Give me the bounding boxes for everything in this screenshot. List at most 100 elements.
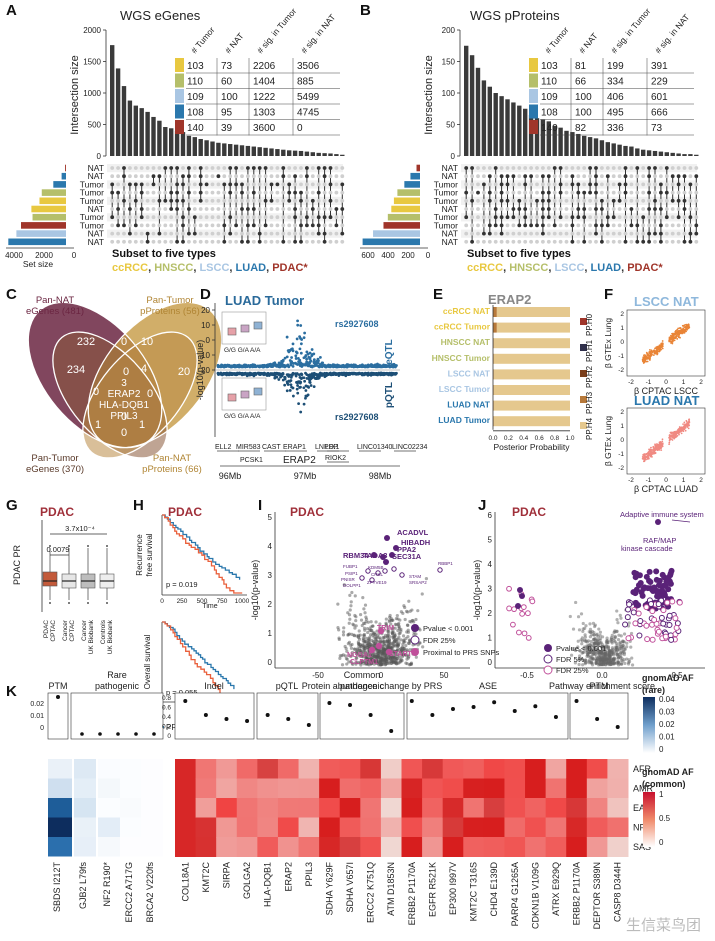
panel-i-point bbox=[381, 658, 385, 662]
panel-a-matrix-dot bbox=[316, 207, 321, 211]
panel-b-matrix-dot bbox=[511, 198, 516, 203]
panel-f-x-tick-label: 0 bbox=[664, 477, 668, 484]
panel-d-pqtl-point bbox=[301, 376, 304, 380]
panel-b-matrix-dot bbox=[629, 239, 634, 244]
panel-a-matrix-dot bbox=[234, 223, 239, 228]
panel-k-legend-common-tick: 0.5 bbox=[659, 814, 671, 823]
panel-b-matrix-dot bbox=[641, 182, 646, 187]
panel-f-point bbox=[677, 429, 680, 432]
panel-j-point bbox=[626, 660, 631, 665]
panel-b-matrix-dot bbox=[605, 182, 610, 187]
panel-i-point bbox=[381, 635, 385, 639]
panel-b-matrix-dot bbox=[529, 215, 533, 220]
panel-h-ylabel-1b: free survival bbox=[145, 533, 154, 576]
panel-a-matrix-dot bbox=[240, 231, 244, 236]
panel-a-matrix-dot bbox=[334, 215, 339, 220]
panel-f-point bbox=[644, 354, 647, 357]
panel-i-point bbox=[378, 657, 382, 661]
panel-f-point bbox=[668, 336, 671, 339]
panel-j-point bbox=[615, 609, 619, 613]
panel-d-pqtl-point bbox=[324, 374, 328, 378]
panel-d-eqtl-point bbox=[345, 365, 348, 369]
panel-b-matrix-dot bbox=[623, 198, 628, 203]
panel-a-matrix-dot bbox=[116, 239, 120, 244]
panel-i-point bbox=[362, 626, 367, 630]
panel-b-matrix-dot bbox=[588, 239, 592, 244]
panel-a-matrix-dot bbox=[228, 190, 233, 195]
panel-f-point bbox=[646, 458, 649, 460]
panel-b-bar bbox=[664, 152, 669, 156]
panel-k-ancestry-3: NFE bbox=[633, 823, 651, 833]
panel-f-point bbox=[656, 351, 658, 354]
panel-b-matrix-dot bbox=[499, 239, 504, 244]
panel-d-eqtl-point bbox=[304, 354, 308, 357]
panel-d-eqtl-point bbox=[357, 364, 361, 368]
panel-b-matrix-dot bbox=[588, 215, 592, 220]
panel-d-pqtl-point bbox=[291, 386, 295, 390]
panel-b-table-cell: 108 bbox=[541, 108, 558, 119]
panel-a-matrix-dot bbox=[187, 239, 191, 244]
panel-b-matrix-dot bbox=[476, 198, 480, 203]
panel-k-af-dot-right-10 bbox=[389, 729, 394, 733]
panel-i-low-gene-1: NGGA1 bbox=[347, 652, 372, 659]
panel-a-bar bbox=[239, 145, 245, 156]
panel-h-title: PDAC bbox=[168, 505, 203, 519]
panel-j-point bbox=[577, 662, 581, 667]
panel-b-matrix-dot bbox=[664, 239, 669, 244]
panel-b-y-tick-label: 50 bbox=[446, 121, 455, 130]
panel-b-matrix-dot bbox=[623, 182, 628, 187]
panel-b-matrix-dot bbox=[694, 174, 699, 179]
panel-d-gene-5: LIX1 bbox=[325, 444, 340, 451]
panel-b-matrix-dot bbox=[635, 215, 640, 220]
panel-f-point bbox=[672, 336, 675, 339]
panel-i-point bbox=[367, 636, 371, 641]
panel-b-matrix-dot bbox=[535, 182, 539, 187]
panel-a-matrix-dot bbox=[122, 190, 126, 195]
panel-b-matrix-dot bbox=[617, 166, 622, 170]
panel-a-matrix-dot bbox=[198, 182, 203, 187]
panel-a-matrix-dot bbox=[257, 223, 262, 228]
venn-count-center: 3 bbox=[121, 378, 127, 389]
panel-j-point bbox=[577, 658, 581, 662]
panel-b-matrix-dot bbox=[635, 166, 640, 170]
panel-j-fdr-point bbox=[658, 614, 665, 621]
panel-b-matrix-dot bbox=[529, 182, 533, 187]
panel-b-table-cell: 82 bbox=[575, 123, 587, 134]
panel-d-pqtl-point bbox=[320, 372, 324, 376]
panel-k-common-cell bbox=[422, 759, 444, 779]
panel-i-point bbox=[386, 632, 390, 636]
panel-j-point bbox=[577, 628, 582, 632]
panel-d-gene-0: ELL2 bbox=[215, 444, 231, 451]
panel-i-prs-point-3 bbox=[385, 648, 393, 656]
panel-b-matrix-dot bbox=[535, 239, 539, 244]
panel-i-point bbox=[364, 657, 369, 661]
panel-i-point bbox=[360, 623, 364, 628]
panel-d-pqtl-point bbox=[381, 372, 385, 375]
panel-b-matrix-dot bbox=[517, 198, 522, 203]
panel-d-y-tick-label: 10 bbox=[201, 351, 210, 360]
panel-j-fdr-point bbox=[632, 620, 639, 627]
panel-b-matrix-dot bbox=[623, 166, 628, 170]
panel-a-matrix-dot bbox=[222, 215, 227, 220]
panel-k-common-cell bbox=[257, 837, 279, 857]
panel-b-matrix-dot bbox=[641, 231, 646, 236]
panel-a-table-cell: 2206 bbox=[253, 61, 276, 72]
panel-b-matrix-dot bbox=[629, 207, 634, 211]
panel-j-point bbox=[605, 660, 609, 664]
panel-b-matrix-dot bbox=[629, 182, 634, 187]
panel-i-point bbox=[389, 659, 393, 663]
panel-b-title: WGS pProteins bbox=[470, 8, 560, 23]
panel-k-common-cell bbox=[216, 798, 238, 818]
panel-j-legend-dot-2 bbox=[543, 654, 553, 664]
panel-b-matrix-dot bbox=[470, 174, 474, 179]
panel-j-point bbox=[580, 636, 585, 640]
panel-d-pqtl-point bbox=[304, 389, 308, 392]
panel-i-small-gene-6: SRSAP2 bbox=[409, 580, 427, 585]
panel-d-pqtl-point bbox=[328, 372, 331, 375]
panel-i-point bbox=[349, 600, 353, 604]
panel-b-set-label-7: Tumor bbox=[434, 220, 458, 230]
panel-a-matrix-dot bbox=[275, 198, 280, 203]
panel-f-point bbox=[650, 451, 653, 454]
panel-b-matrix-dot bbox=[623, 207, 628, 211]
panel-a-matrix-dot bbox=[322, 223, 327, 228]
